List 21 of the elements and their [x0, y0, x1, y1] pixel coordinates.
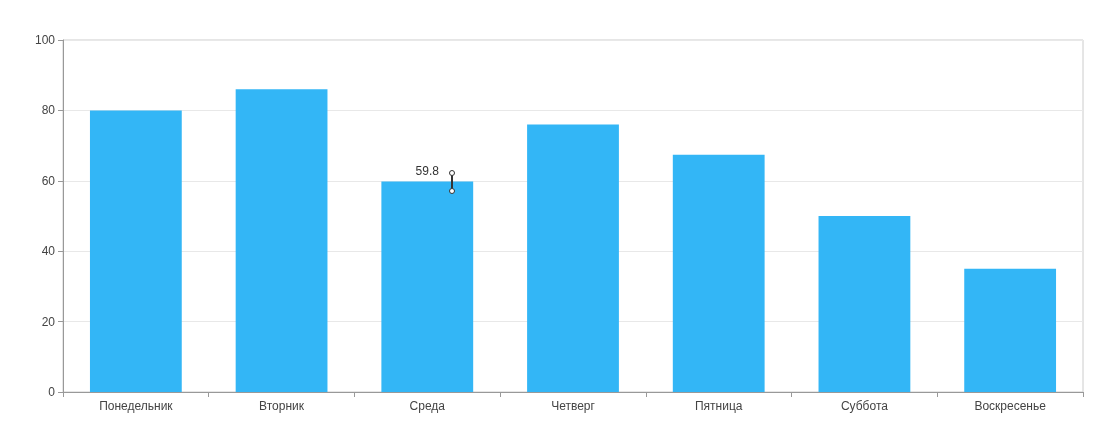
bar — [818, 216, 911, 392]
bar — [381, 181, 474, 392]
y-tick-label: 80 — [41, 103, 56, 118]
bar — [89, 110, 182, 392]
y-tick-label: 20 — [41, 314, 56, 329]
bar — [964, 268, 1057, 392]
y-tick-label: 100 — [34, 33, 56, 47]
data-label: 59.8 — [415, 163, 440, 178]
y-tick-label: 40 — [41, 244, 56, 259]
y-tick-label: 60 — [41, 173, 56, 188]
bar — [235, 89, 328, 392]
x-tick-label: Среда — [409, 399, 446, 413]
y-tick-label: 0 — [48, 385, 56, 399]
x-tick-label: Вторник — [259, 399, 305, 413]
x-tick-label: Суббота — [840, 399, 889, 413]
x-tick-label: Четверг — [551, 399, 596, 413]
bar — [672, 154, 765, 392]
x-tick-label: Понедельник — [99, 399, 174, 413]
x-tick-label: Пятница — [694, 399, 743, 413]
x-tick-label: Воскресенье — [974, 399, 1047, 413]
bar — [527, 124, 619, 392]
